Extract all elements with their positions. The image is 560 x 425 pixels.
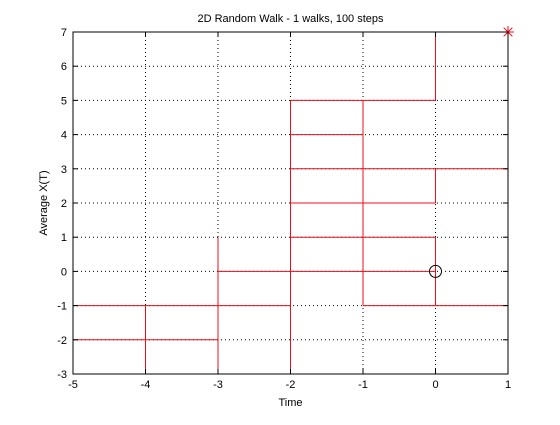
x-tick-label: -5	[68, 379, 78, 391]
start-marker	[429, 264, 442, 278]
x-tick-label: -4	[141, 379, 151, 391]
x-tick-label: 1	[505, 379, 511, 391]
y-tick-label: 5	[61, 95, 67, 107]
x-tick-label: -3	[213, 379, 223, 391]
y-tick-label: 1	[61, 232, 67, 244]
y-tick-label: -1	[57, 301, 67, 313]
y-tick-label: 2	[61, 198, 67, 210]
ticks	[72, 31, 509, 375]
chart-title: 2D Random Walk - 1 walks, 100 steps	[197, 13, 384, 25]
x-tick-label: -2	[286, 379, 296, 391]
x-tick-label: -1	[358, 379, 368, 391]
y-axis-title: Average X(T)	[38, 170, 50, 235]
x-tick-label: 0	[432, 379, 438, 391]
y-tick-label: 0	[61, 266, 67, 278]
labels: -5 -4 -3 -2 -1 0 1 -3 -2 -1 0 1 2 3 4 5 6 7	[57, 27, 511, 391]
y-tick-label: 3	[61, 164, 67, 176]
y-tick-label: 7	[61, 27, 67, 39]
x-axis-title: Time	[278, 397, 302, 409]
y-tick-label: 6	[61, 61, 67, 73]
y-tick-label: -2	[57, 335, 67, 347]
y-tick-label: -3	[57, 369, 67, 381]
y-tick-label: 4	[61, 130, 67, 142]
